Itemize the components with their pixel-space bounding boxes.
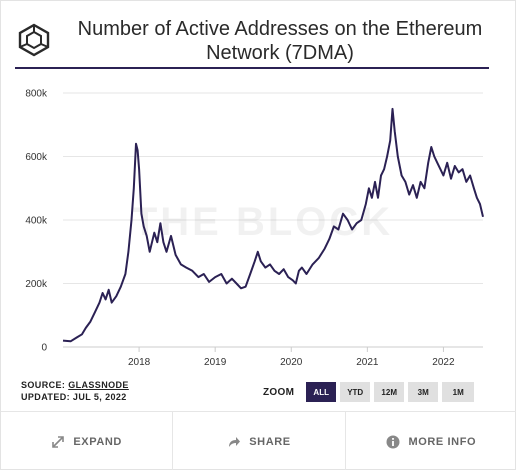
line-chart: THE BLOCK 0 200k 400k 600k 800k 2018 2019 2020… <box>25 89 484 367</box>
expand-button[interactable]: EXPAND <box>1 412 174 470</box>
zoom-3m-button[interactable]: 3M <box>408 382 439 402</box>
updated-date: UPDATED: JUL 5, 2022 <box>21 392 127 402</box>
watermark: THE BLOCK <box>133 200 393 244</box>
zoom-1m-button[interactable]: 1M <box>442 382 475 402</box>
chart-title: Number of Active Addresses on the Ethere… <box>59 17 501 65</box>
footer-actions: EXPAND SHARE MORE INFO <box>1 411 516 470</box>
expand-label: EXPAND <box>73 435 122 448</box>
x-tick-label: 2018 <box>128 357 151 367</box>
x-tick-label: 2021 <box>356 357 379 367</box>
x-tick-label: 2019 <box>204 357 227 367</box>
series-group <box>62 107 484 343</box>
expand-arrows-icon <box>52 435 65 448</box>
y-axis: 0 200k 400k 600k 800k <box>25 89 48 354</box>
zoom-all-button[interactable]: ALL <box>306 382 337 402</box>
source-label: SOURCE: <box>21 380 69 390</box>
chart-title-line-2: Network (7DMA) <box>206 42 354 64</box>
y-tick-label: 800k <box>25 89 48 100</box>
title-divider <box>15 67 489 69</box>
y-tick-label: 400k <box>25 216 48 227</box>
share-button[interactable]: SHARE <box>173 412 346 470</box>
zoom-12m-button[interactable]: 12M <box>374 382 405 402</box>
x-axis: 2018 2019 2020 2021 2022 <box>63 346 483 367</box>
series-line <box>62 107 484 343</box>
y-tick-label: 0 <box>41 343 47 354</box>
x-tick-label: 2020 <box>280 357 303 367</box>
source-info: SOURCE: GLASSNODE UPDATED: JUL 5, 2022 <box>21 379 129 403</box>
more-info-label: MORE INFO <box>408 435 477 448</box>
zoom-controls: ZOOM ALL YTD 12M 3M 1M <box>263 381 475 403</box>
source-link[interactable]: GLASSNODE <box>68 380 129 390</box>
y-tick-label: 200k <box>25 279 48 290</box>
zoom-label: ZOOM <box>263 386 295 398</box>
info-icon <box>386 435 400 448</box>
x-tick-label: 2022 <box>432 357 455 367</box>
more-info-button[interactable]: MORE INFO <box>346 412 516 470</box>
theblock-cube-icon <box>18 23 50 57</box>
y-tick-label: 600k <box>25 152 48 163</box>
zoom-ytd-button[interactable]: YTD <box>340 382 371 402</box>
share-arrow-icon <box>229 436 241 447</box>
share-label: SHARE <box>249 435 291 448</box>
chart-title-line-1: Number of Active Addresses on the Ethere… <box>77 18 483 40</box>
chart-header: Number of Active Addresses on the Ethere… <box>15 11 503 67</box>
